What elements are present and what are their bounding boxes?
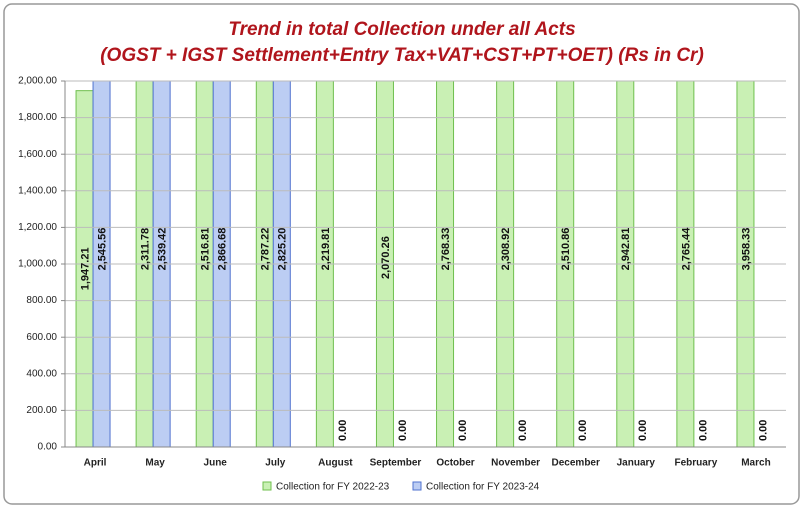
legend-label: Collection for FY 2022-23 <box>276 482 390 493</box>
data-label: 2,942.81 <box>620 228 632 271</box>
data-label: 2,308.92 <box>500 228 512 271</box>
x-tick-label: August <box>318 458 353 469</box>
y-tick-label: 800.00 <box>26 295 57 306</box>
y-tick-label: 1,400.00 <box>18 185 57 196</box>
y-tick-label: 400.00 <box>26 368 57 379</box>
x-tick-label: December <box>552 458 600 469</box>
data-label: 0.00 <box>337 420 349 441</box>
x-tick-label: November <box>491 458 540 469</box>
data-label: 2,070.26 <box>380 236 392 279</box>
data-label: 0.00 <box>457 420 469 441</box>
x-tick-label: March <box>741 458 770 469</box>
data-label: 0.00 <box>757 420 769 441</box>
data-label: 0.00 <box>697 420 709 441</box>
data-label: 2,765.44 <box>680 227 692 271</box>
x-tick-label: October <box>436 458 474 469</box>
data-label: 2,539.42 <box>157 228 169 271</box>
data-label: 0.00 <box>577 420 589 441</box>
x-tick-label: September <box>370 458 422 469</box>
y-tick-label: 1,200.00 <box>18 222 57 233</box>
data-label: 2,825.20 <box>277 228 289 271</box>
data-label: 0.00 <box>517 420 529 441</box>
x-tick-label: July <box>265 458 285 469</box>
data-label: 2,516.81 <box>200 228 212 271</box>
y-tick-label: 600.00 <box>26 332 57 343</box>
data-label: 1,947.21 <box>79 247 91 290</box>
data-label: 0.00 <box>637 420 649 441</box>
data-label: 2,545.56 <box>96 228 108 271</box>
x-tick-label: February <box>674 458 717 469</box>
y-tick-label: 1,800.00 <box>18 112 57 123</box>
data-label: 0.00 <box>397 420 409 441</box>
chart-subtitle: (OGST + IGST Settlement+Entry Tax+VAT+CS… <box>100 45 704 66</box>
legend-swatch <box>262 481 272 491</box>
chart-title: Trend in total Collection under all Acts <box>228 19 575 40</box>
x-tick-label: May <box>145 458 165 469</box>
data-label: 3,958.33 <box>740 228 752 271</box>
y-tick-label: 1,000.00 <box>18 259 57 270</box>
data-label: 2,219.81 <box>320 228 332 271</box>
data-label: 2,866.68 <box>217 228 229 271</box>
data-label: 2,311.78 <box>140 228 152 270</box>
y-tick-label: 2,000.00 <box>18 76 57 87</box>
legend-label: Collection for FY 2023-24 <box>426 482 540 493</box>
data-label: 2,787.22 <box>260 228 272 271</box>
y-tick-label: 200.00 <box>26 405 57 416</box>
data-label: 2,768.33 <box>440 228 452 271</box>
x-tick-label: April <box>84 458 107 469</box>
y-tick-label: 1,600.00 <box>18 149 57 160</box>
x-tick-label: June <box>204 458 228 469</box>
data-label: 2,510.86 <box>560 228 572 271</box>
x-tick-label: January <box>617 458 656 469</box>
legend-swatch <box>412 481 422 491</box>
y-tick-label: 0.00 <box>38 442 58 453</box>
